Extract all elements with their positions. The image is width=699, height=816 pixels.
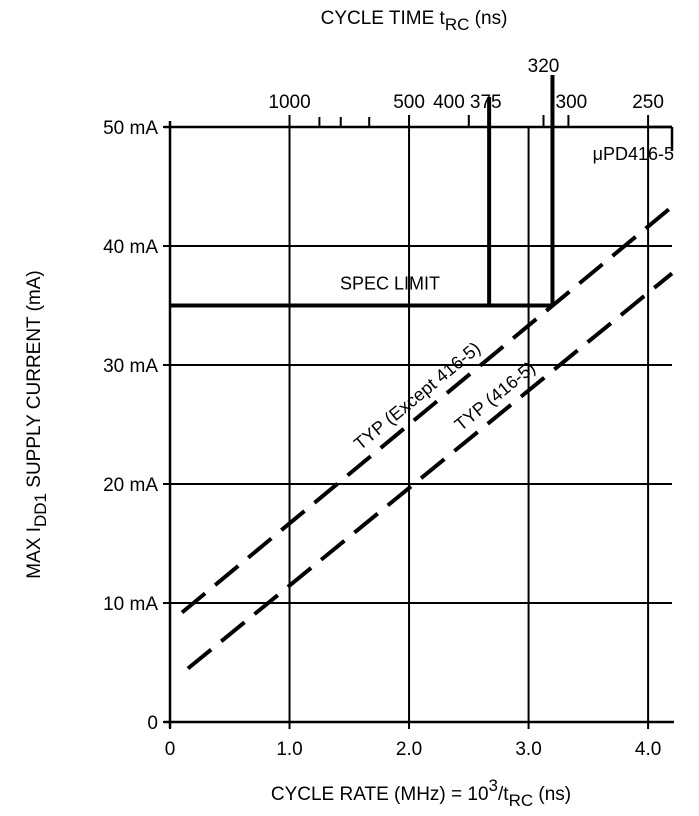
y-axis-title-part: MAX I bbox=[24, 527, 45, 579]
top-tick-label: 320 bbox=[528, 56, 560, 77]
y-axis-title-part: DD1 bbox=[31, 493, 50, 527]
y-axis-title: MAX IDD1 SUPPLY CURRENT (mA) bbox=[24, 270, 50, 579]
x-axis-title-part: CYCLE RATE (MHz) = 10 bbox=[271, 784, 489, 805]
y-tick-label: 0 bbox=[147, 713, 158, 734]
series-lines bbox=[180, 205, 674, 671]
y-tick-label: 50 mA bbox=[103, 118, 158, 139]
tick-labels: 0 10 mA 20 mA 30 mA 40 mA 50 mA 0 1.0 2.0 3.0 4.0 1… bbox=[103, 56, 664, 760]
x-tick-label: 2.0 bbox=[396, 739, 422, 760]
series-line-1 bbox=[180, 205, 674, 615]
x-axis-title-part: RC bbox=[509, 791, 534, 810]
top-tick-label: 1000 bbox=[268, 92, 310, 113]
y-tick-label: 20 mA bbox=[103, 475, 158, 496]
top-axis-title-part: RC bbox=[445, 15, 470, 34]
top-tick-label: 250 bbox=[632, 92, 664, 113]
axes bbox=[163, 115, 674, 729]
top-axis-title: CYCLE TIME tRC (ns) bbox=[321, 8, 508, 34]
y-tick-label: 40 mA bbox=[103, 237, 158, 258]
x-axis-title: CYCLE RATE (MHz) = 103/tRC (ns) bbox=[271, 776, 571, 810]
x-axis-title-part: 3 bbox=[489, 776, 498, 795]
y-axis-title-part: SUPPLY CURRENT (mA) bbox=[24, 270, 45, 493]
series-label-1: TYP (Except 416-5) bbox=[350, 338, 484, 454]
x-tick-label: 0 bbox=[165, 739, 176, 760]
y-tick-label: 10 mA bbox=[103, 594, 158, 615]
y-tick-label: 30 mA bbox=[103, 356, 158, 377]
x-tick-label: 1.0 bbox=[276, 739, 302, 760]
top-axis-title-part: (ns) bbox=[469, 8, 507, 29]
series-line-2 bbox=[186, 271, 674, 671]
top-tick-label: 300 bbox=[556, 92, 588, 113]
top-tick-label: 400 bbox=[433, 92, 465, 113]
spec-limit-label: SPEC LIMIT bbox=[340, 274, 440, 294]
top-axis-title-part: CYCLE TIME t bbox=[321, 8, 446, 29]
grid-lines bbox=[170, 127, 672, 722]
part-label: μPD416-5 bbox=[593, 144, 674, 164]
x-axis-title-part: /t bbox=[498, 784, 509, 805]
x-axis-title-part: (ns) bbox=[533, 784, 571, 805]
top-tick-label: 375 bbox=[470, 92, 502, 113]
spec-limit bbox=[170, 75, 674, 308]
top-tick-label: 500 bbox=[393, 92, 425, 113]
axis-titles: MAX IDD1 SUPPLY CURRENT (mA) CYCLE RATE (… bbox=[24, 8, 571, 810]
x-tick-label: 4.0 bbox=[635, 739, 661, 760]
x-tick-label: 3.0 bbox=[515, 739, 541, 760]
